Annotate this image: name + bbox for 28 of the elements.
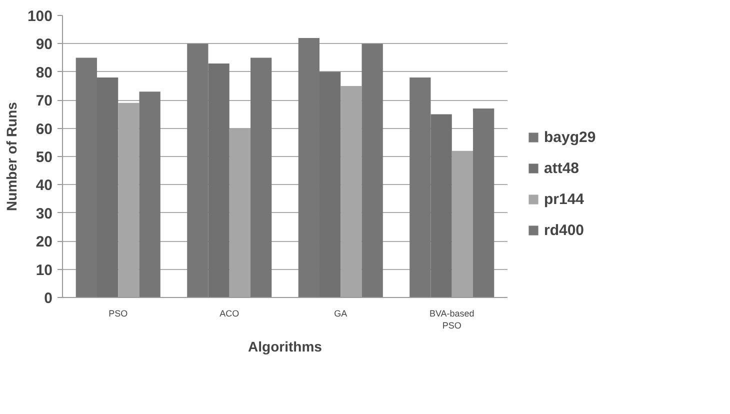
bar xyxy=(139,92,160,298)
y-tick-label: 10 xyxy=(36,262,53,279)
legend-label: att48 xyxy=(544,160,580,176)
y-axis-title: Number of Runs xyxy=(3,102,20,211)
y-tick-label: 0 xyxy=(44,290,52,307)
y-tick-label: 70 xyxy=(36,92,53,110)
y-tick-label: 50 xyxy=(36,149,53,166)
legend-label: rd400 xyxy=(544,222,584,238)
y-tick-label: 80 xyxy=(36,64,53,82)
bar xyxy=(118,102,140,298)
x-tick-label: PSO xyxy=(108,308,128,318)
y-tick-label: 100 xyxy=(27,8,53,25)
x-axis-title: Algorithms xyxy=(248,338,322,354)
bar xyxy=(250,58,272,298)
legend-label: bayg29 xyxy=(544,128,596,146)
legend-label: pr144 xyxy=(544,190,584,208)
bar xyxy=(473,108,494,298)
bar xyxy=(340,86,362,298)
bar xyxy=(362,44,383,298)
y-tick-label: 20 xyxy=(36,234,53,251)
bar xyxy=(452,150,474,298)
x-tick-label: ACO xyxy=(220,308,240,318)
y-tick-label: 90 xyxy=(36,36,53,54)
y-tick-label: 60 xyxy=(36,120,53,138)
y-tick-label: 40 xyxy=(36,177,53,194)
x-tick-label: GA xyxy=(334,308,348,318)
x-tick-label: BVA-based PSO xyxy=(429,308,474,330)
y-tick-label: 30 xyxy=(36,205,53,222)
